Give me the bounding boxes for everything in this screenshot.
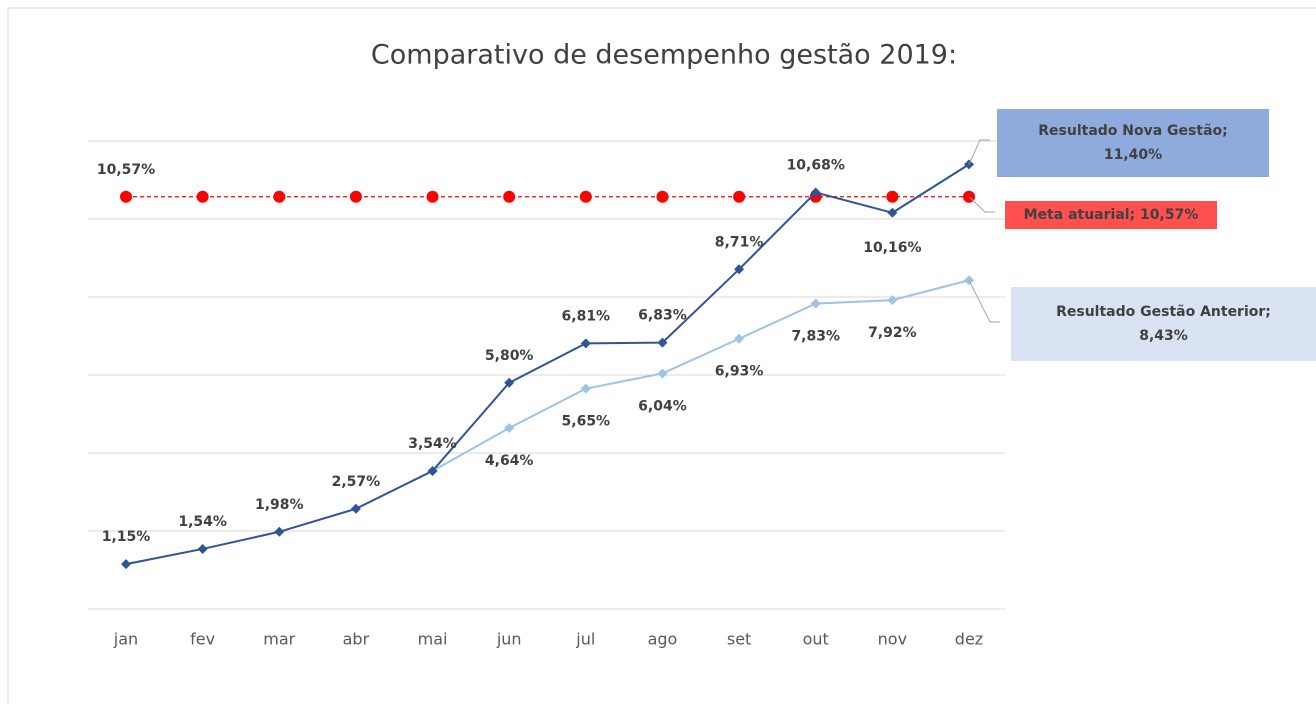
marker [734,264,745,275]
data-label: 3,54% [408,436,457,452]
callout-box [997,109,1269,177]
marker [504,377,515,388]
x-tick-label: jan [113,630,138,649]
marker [273,190,286,203]
data-label: 10,68% [787,157,845,173]
data-label: 6,93% [715,364,764,380]
marker [426,190,439,203]
x-tick-label: abr [343,630,370,649]
leader-line [968,196,995,213]
data-label: 10,57% [97,162,155,178]
data-label: 1,15% [102,529,151,545]
data-label: 4,64% [485,453,534,469]
data-label: 7,92% [868,325,917,341]
marker [657,337,668,348]
callout-label: Meta atuarial; 10,57% [1024,207,1199,223]
callout-box [1005,201,1217,229]
x-tick-label: ago [648,630,678,649]
series-line [125,163,970,566]
data-label: 1,54% [178,514,227,530]
marker [196,190,209,203]
data-label: 6,81% [562,308,611,324]
marker [887,295,898,306]
data-label: 7,83% [791,329,840,345]
data-label: 10,16% [863,240,921,256]
data-label: 2,57% [332,474,381,490]
callout-label: 8,43% [1139,328,1188,344]
x-tick-label: set [727,630,751,649]
data-label: 1,98% [255,497,304,513]
marker [350,503,361,514]
marker [427,465,438,476]
marker [733,190,746,203]
marker [656,190,669,203]
data-label: 8,71% [715,234,764,250]
marker [349,190,362,203]
series-line [432,279,970,472]
marker [580,338,591,349]
callout-label: Resultado Nova Gestão; [1038,123,1228,139]
x-tick-label: mar [263,630,295,649]
leader-line [968,139,990,165]
data-label: 5,80% [485,348,534,364]
marker [121,559,131,570]
callout-label: 11,40% [1104,147,1162,163]
marker [504,423,515,434]
marker [734,333,745,344]
marker [887,207,898,218]
marker [810,187,821,198]
data-label: 5,65% [562,414,611,430]
marker [657,368,668,379]
data-label: 6,83% [638,308,687,324]
data-label: 6,04% [638,398,687,414]
marker [886,190,899,203]
x-tick-label: out [803,630,829,649]
callout-box [1011,287,1316,361]
marker [197,543,208,554]
x-tick-label: jul [575,630,595,649]
marker [120,190,132,203]
marker [810,298,821,309]
x-tick-label: mai [418,630,448,649]
callout-label: Resultado Gestão Anterior; [1056,304,1271,320]
x-tick-label: jun [496,630,522,649]
x-tick-label: nov [878,630,907,649]
x-tick-label: fev [190,630,215,649]
x-tick-label: dez [955,630,983,649]
chart-border [7,7,1316,708]
marker [580,383,591,394]
chart-title: Comparativo de desempenho gestão 2019: [371,40,957,71]
leader-line [968,280,1000,323]
marker [274,526,285,537]
marker [579,190,592,203]
marker [503,190,516,203]
